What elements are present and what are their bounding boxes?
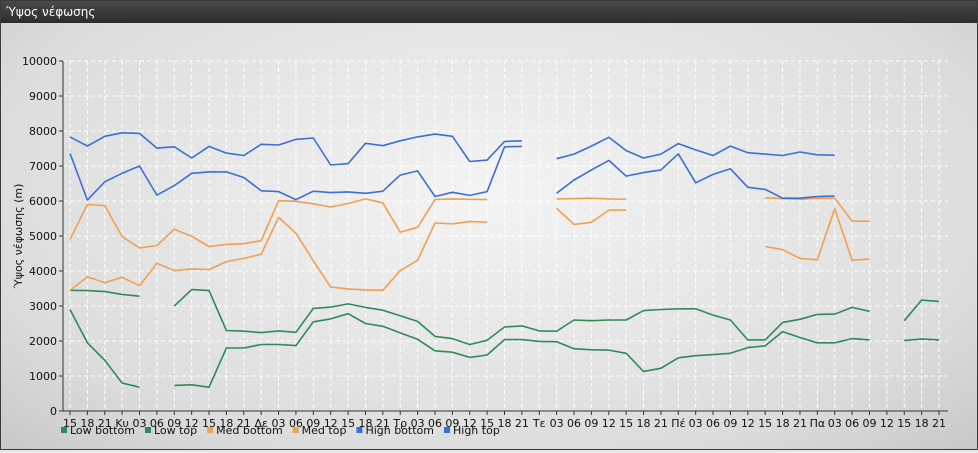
x-tick-label: 06 xyxy=(845,417,859,430)
x-tick-label: 21 xyxy=(793,417,807,430)
x-tick-label: 21 xyxy=(98,417,112,430)
legend-swatch xyxy=(292,427,299,433)
y-tick-label: 8000 xyxy=(29,125,57,138)
legend-label: Low top xyxy=(154,424,197,437)
x-tick-label: 03 xyxy=(133,417,147,430)
x-tick-label: 15 xyxy=(619,417,633,430)
x-tick-label: 09 xyxy=(167,417,181,430)
x-tick-label: 09 xyxy=(306,417,320,430)
x-tick-label: 18 xyxy=(80,417,94,430)
x-tick-label: 09 xyxy=(862,417,876,430)
chart-area: 0 1000 2000 3000 4000 5000 6000 7000 8000 9000 100… xyxy=(1,23,977,449)
x-tick-label: 21 xyxy=(932,417,946,430)
x-tick-label: 03 xyxy=(411,417,425,430)
legend-swatch xyxy=(207,427,214,433)
x-tick-label: 03 xyxy=(550,417,564,430)
x-tick-label: 21 xyxy=(515,417,529,430)
x-tick-label: 18 xyxy=(358,417,372,430)
x-tick-label: 18 xyxy=(776,417,790,430)
x-tick-label: 15 xyxy=(202,417,216,430)
y-tick-label: 7000 xyxy=(29,160,57,173)
x-tick-label: 12 xyxy=(324,417,338,430)
y-tick-label: 3000 xyxy=(29,300,57,313)
series-line-med-bottom xyxy=(69,207,870,292)
series-line-low-top xyxy=(69,288,940,346)
x-tick-label: 21 xyxy=(654,417,668,430)
x-tick-label: 06 xyxy=(289,417,303,430)
y-tick-label: 4000 xyxy=(29,265,57,278)
x-tick-label: 12 xyxy=(602,417,616,430)
x-tick-label: Τρ xyxy=(392,417,407,430)
y-axis-label: Ύψος νέφωσης (m) xyxy=(12,184,25,290)
x-tick-label: 18 xyxy=(219,417,233,430)
x-tick-label: 03 xyxy=(272,417,286,430)
x-tick-label: 21 xyxy=(376,417,390,430)
x-tick-label: 06 xyxy=(706,417,720,430)
legend-label: High top xyxy=(453,424,500,437)
series-line-high-top xyxy=(69,132,835,166)
y-tick-label: 10000 xyxy=(22,55,57,68)
legend-label: High bottom xyxy=(365,424,434,437)
x-tick-label: 06 xyxy=(150,417,164,430)
x-tick-label: 15 xyxy=(897,417,911,430)
x-tick-label: 21 xyxy=(237,417,251,430)
x-tick-label: Πα xyxy=(810,417,826,430)
x-tick-label: Τε xyxy=(532,417,546,430)
legend-label: Med bottom xyxy=(216,424,283,437)
x-tick-label: 12 xyxy=(185,417,199,430)
x-tick-label: 06 xyxy=(428,417,442,430)
series-line-high-bottom xyxy=(69,145,835,201)
x-tick-label: 09 xyxy=(723,417,737,430)
legend-label: Low bottom xyxy=(70,424,135,437)
x-tick-label: 03 xyxy=(689,417,703,430)
y-tick-label: 2000 xyxy=(29,335,57,348)
title-bar: Ύψος νέφωσης xyxy=(1,1,977,23)
y-tick-label: 5000 xyxy=(29,230,57,243)
legend-swatch xyxy=(61,427,67,433)
x-tick-label: 15 xyxy=(63,417,77,430)
y-tick-label: 1000 xyxy=(29,370,57,383)
x-tick-label: 06 xyxy=(567,417,581,430)
x-tick-label: 18 xyxy=(915,417,929,430)
y-tick-label: 6000 xyxy=(29,195,57,208)
x-tick-label: Πέ xyxy=(671,417,685,430)
x-tick-label: 15 xyxy=(341,417,355,430)
x-tick-label: 09 xyxy=(445,417,459,430)
legend-swatch xyxy=(444,427,450,433)
legend-swatch xyxy=(356,427,363,433)
window-title: Ύψος νέφωσης xyxy=(6,5,96,19)
x-tick-label: 12 xyxy=(463,417,477,430)
y-tick-label: 9000 xyxy=(29,90,57,103)
x-tick-label: Δε xyxy=(254,417,268,430)
series-line-low-bottom xyxy=(69,309,940,388)
x-tick-label: 18 xyxy=(637,417,651,430)
x-tick-label: 12 xyxy=(741,417,755,430)
legend-swatch xyxy=(144,427,151,433)
legend-label: Med top xyxy=(302,424,347,437)
x-tick-label: 03 xyxy=(828,417,842,430)
y-tick-label: 0 xyxy=(50,405,57,418)
x-tick-label: Κυ xyxy=(115,417,129,430)
x-tick-label: 18 xyxy=(498,417,512,430)
x-tick-label: 15 xyxy=(480,417,494,430)
x-tick-label: 12 xyxy=(880,417,894,430)
x-tick-label: 15 xyxy=(758,417,772,430)
x-tick-label: 09 xyxy=(584,417,598,430)
cloud-height-chart: 0 1000 2000 3000 4000 5000 6000 7000 8000 9000 100… xyxy=(12,55,948,437)
